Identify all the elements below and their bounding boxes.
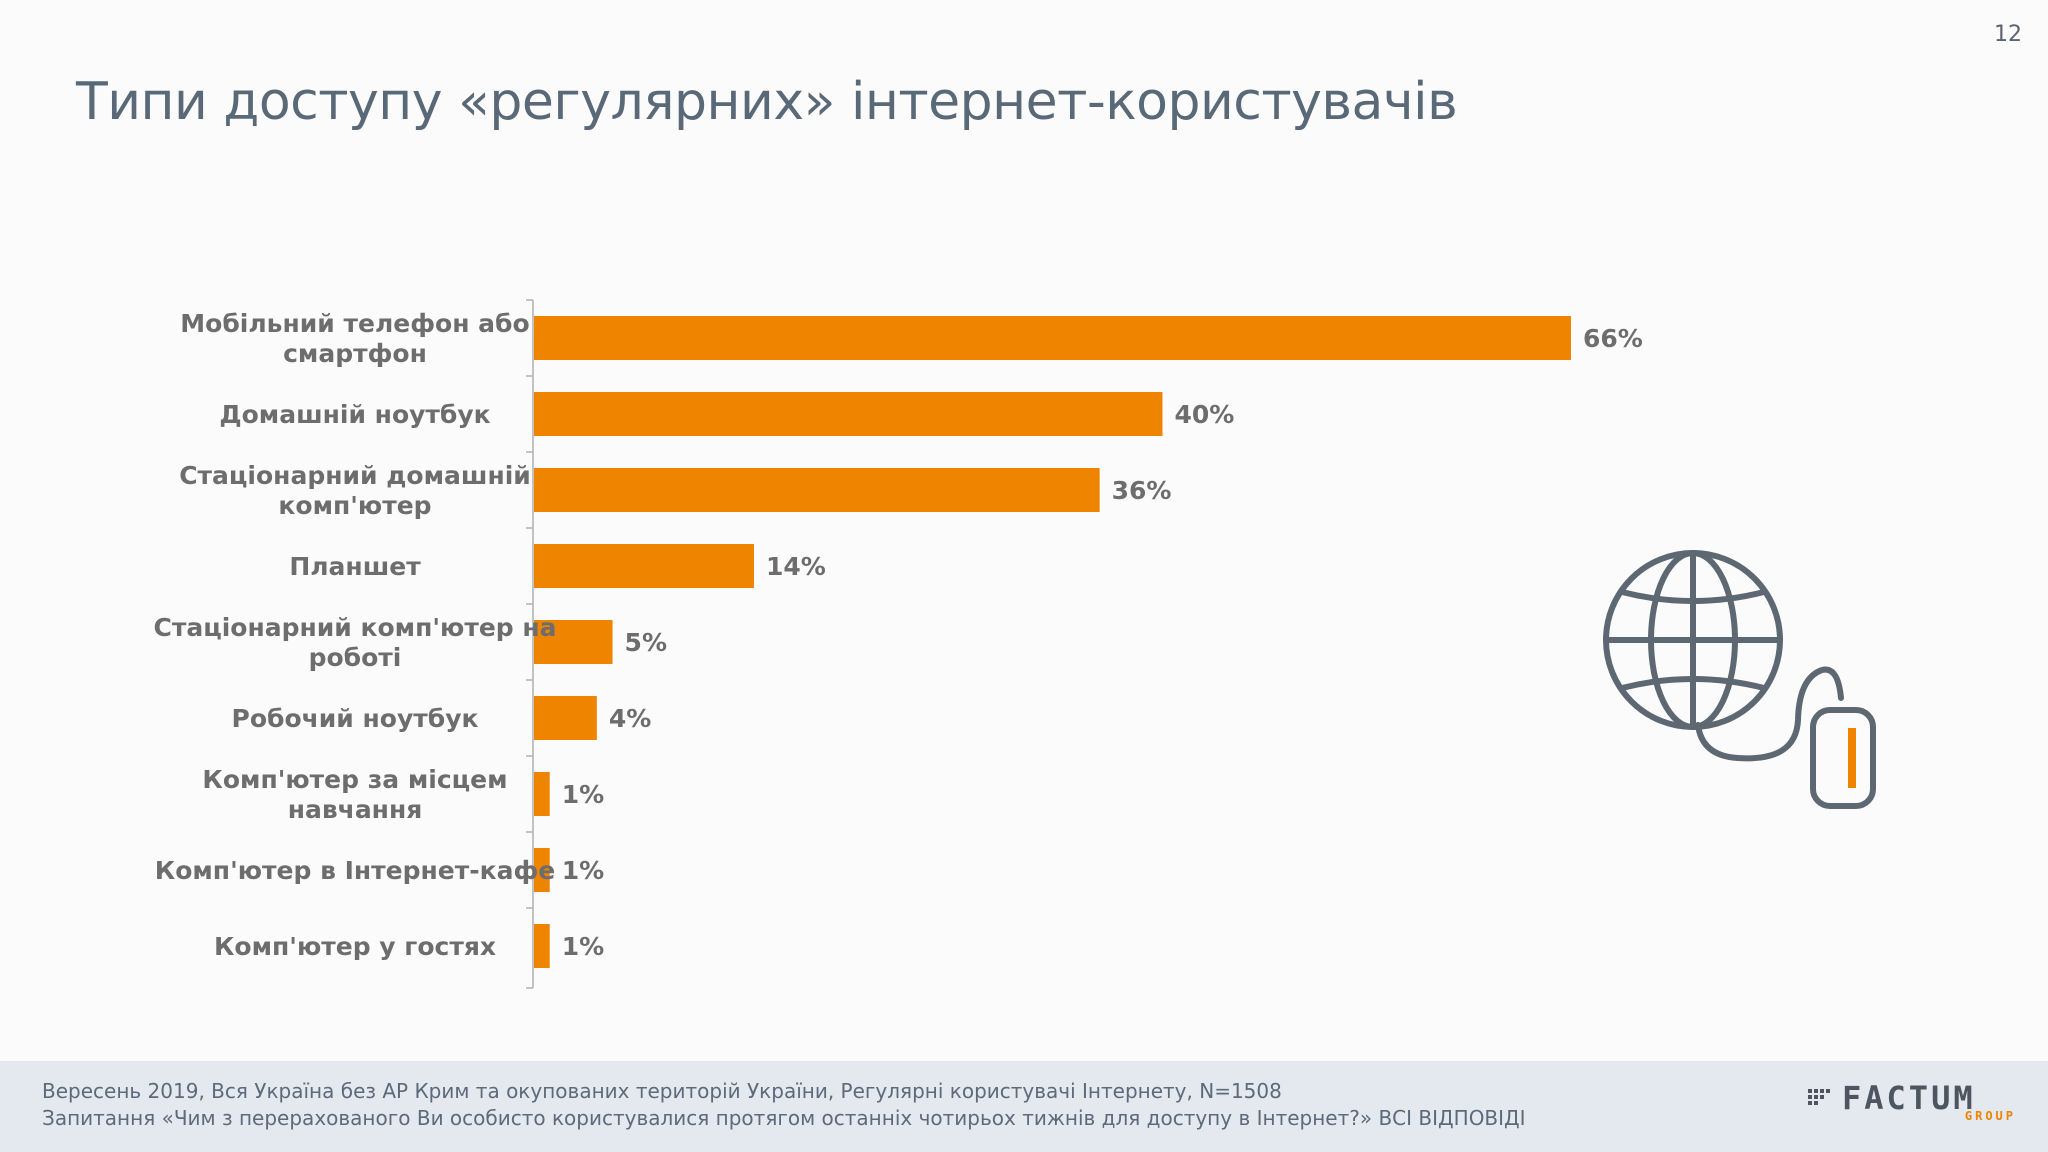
data-label: 36% bbox=[1112, 476, 1172, 505]
bar-chart: 66% Мобільний телефон або смартфон 40% Домаш… bbox=[153, 299, 1643, 989]
bar bbox=[534, 544, 754, 588]
category-label: Комп'ютер у гостях bbox=[214, 932, 496, 961]
bar bbox=[534, 772, 550, 816]
logo-subtext: GROUP bbox=[1964, 1109, 2016, 1123]
category-label: Мобільний телефон або смартфон bbox=[180, 309, 529, 368]
data-label: 1% bbox=[562, 932, 604, 961]
data-label: 66% bbox=[1583, 324, 1643, 353]
bar bbox=[534, 468, 1100, 512]
data-label: 5% bbox=[625, 628, 667, 657]
bar bbox=[534, 696, 597, 740]
footer-source: Вересень 2019, Вся Україна без АР Крим т… bbox=[42, 1079, 1282, 1103]
category-label: Комп'ютер за місцем навчання bbox=[202, 765, 507, 824]
category-label: Планшет bbox=[289, 552, 421, 581]
category-label: Домашній ноутбук bbox=[219, 400, 490, 429]
bar bbox=[534, 620, 613, 664]
category-label: Комп'ютер в Інтернет-кафе bbox=[155, 856, 555, 885]
factum-logo: FACTUM GROUP bbox=[1808, 1079, 2018, 1123]
logo-text: FACTUM bbox=[1842, 1079, 1976, 1117]
data-label: 40% bbox=[1174, 400, 1234, 429]
page-title: Типи доступу «регулярних» інтернет-корис… bbox=[76, 72, 1458, 132]
data-label: 14% bbox=[766, 552, 826, 581]
data-label: 4% bbox=[609, 704, 651, 733]
logo-dots-icon bbox=[1808, 1089, 1830, 1105]
category-label: Стаціонарний домашній комп'ютер bbox=[179, 461, 531, 520]
globe-mouse-icon bbox=[1603, 550, 1876, 809]
bar bbox=[534, 316, 1571, 360]
bar bbox=[534, 392, 1163, 436]
page-number: 12 bbox=[1994, 22, 2022, 47]
data-label: 1% bbox=[562, 780, 604, 809]
bar bbox=[534, 924, 550, 968]
category-label: Робочий ноутбук bbox=[232, 704, 479, 733]
data-label: 1% bbox=[562, 856, 604, 885]
category-label: Стаціонарний комп'ютер на роботі bbox=[153, 613, 556, 672]
bar bbox=[534, 848, 550, 892]
footer: Вересень 2019, Вся Україна без АР Крим т… bbox=[0, 1061, 2048, 1152]
footer-question: Запитання «Чим з перерахованого Ви особи… bbox=[42, 1106, 1526, 1130]
